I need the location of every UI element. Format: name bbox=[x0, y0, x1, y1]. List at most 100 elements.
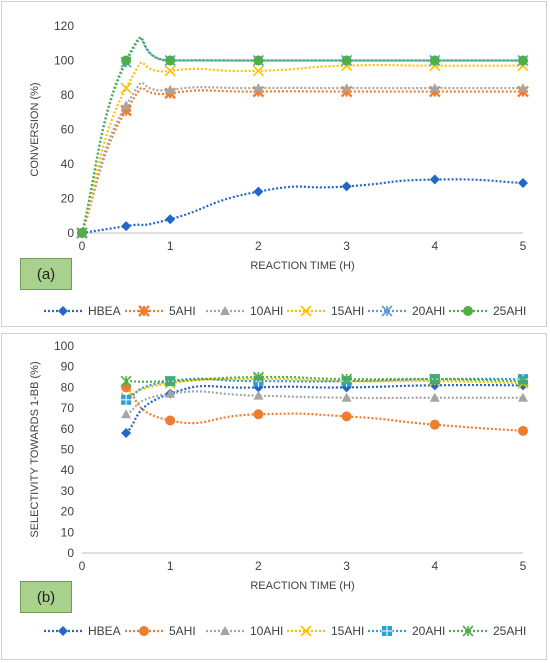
y-tick-label: 60 bbox=[61, 422, 75, 436]
data-point bbox=[517, 375, 529, 387]
data-point bbox=[518, 392, 528, 402]
y-tick-label: 30 bbox=[61, 484, 75, 498]
data-point bbox=[121, 100, 132, 110]
legend-item-25ahi: 25AHI bbox=[449, 304, 526, 318]
legend-label: 10AHI bbox=[250, 304, 283, 318]
legend-item-hbea: HBEA bbox=[44, 304, 121, 318]
x-tick-label: 2 bbox=[255, 559, 262, 573]
y-tick-label: 40 bbox=[61, 157, 75, 171]
data-point bbox=[253, 186, 264, 197]
data-point bbox=[253, 409, 264, 420]
legend-label: 15AHI bbox=[331, 624, 364, 638]
legend-item-20ahi: 20AHI bbox=[368, 624, 445, 638]
y-tick-label: 40 bbox=[61, 463, 75, 477]
data-point bbox=[164, 65, 176, 77]
legend-marker bbox=[300, 625, 312, 637]
legend-marker bbox=[220, 306, 230, 315]
y-tick-label: 120 bbox=[54, 19, 74, 33]
data-point bbox=[429, 392, 440, 402]
chart-panel-a: 0 20 40 60 80 100 120 0 1 2 3 4 5 REACTION TIME (H) CO… bbox=[1, 1, 547, 327]
data-point bbox=[429, 419, 440, 430]
legend-label: 5AHI bbox=[169, 624, 196, 638]
y-tick-label: 20 bbox=[61, 505, 75, 519]
legend-marker bbox=[463, 306, 473, 316]
series-25ahi bbox=[120, 371, 529, 387]
legend: HBEA 5AHI 10AHI 15AHI 20AHI 25AHI bbox=[44, 304, 526, 318]
legend-label: 20AHI bbox=[412, 624, 445, 638]
data-point bbox=[165, 84, 176, 94]
legend-item-25ahi: 25AHI bbox=[449, 624, 526, 638]
data-point bbox=[77, 228, 87, 238]
legend-label: HBEA bbox=[88, 304, 121, 318]
data-point bbox=[341, 83, 352, 93]
legend-label: 10AHI bbox=[250, 624, 283, 638]
y-tick-label: 80 bbox=[61, 88, 75, 102]
x-tick-label: 1 bbox=[167, 239, 174, 253]
data-point bbox=[429, 373, 441, 385]
data-point bbox=[120, 375, 132, 387]
series-25ahi bbox=[77, 36, 528, 238]
series-5ahi bbox=[121, 382, 528, 436]
data-point bbox=[120, 393, 133, 406]
y-tick-label: 10 bbox=[61, 525, 75, 539]
legend-item-5ahi: 5AHI bbox=[125, 304, 196, 318]
data-point bbox=[253, 55, 264, 66]
legend-item-15ahi: 15AHI bbox=[287, 624, 364, 638]
legend-marker bbox=[381, 305, 393, 317]
data-point bbox=[121, 221, 132, 232]
data-point bbox=[121, 409, 132, 419]
y-tick-label: 50 bbox=[61, 443, 75, 457]
y-tick-label: 80 bbox=[61, 380, 75, 394]
series-line bbox=[80, 37, 523, 234]
data-point bbox=[165, 415, 176, 426]
legend-label: HBEA bbox=[88, 624, 121, 638]
series-line bbox=[80, 36, 523, 234]
series-line bbox=[80, 86, 523, 234]
legend-marker bbox=[138, 305, 150, 317]
series-line bbox=[125, 390, 523, 416]
data-point bbox=[518, 177, 528, 188]
x-tick-label: 4 bbox=[431, 559, 438, 573]
y-tick-label: 90 bbox=[61, 360, 75, 374]
x-axis-title: REACTION TIME (H) bbox=[250, 580, 354, 592]
legend-marker bbox=[58, 626, 68, 636]
x-tick-label: 4 bbox=[431, 239, 438, 253]
legend-item-5ahi: 5AHI bbox=[125, 624, 196, 638]
chart-panel-b: 0 10 20 30 40 50 60 70 80 90 100 0 1 2 3 4 5 REACTION TIM… bbox=[1, 333, 547, 660]
data-point bbox=[429, 174, 440, 185]
data-point bbox=[341, 181, 352, 192]
x-axis-title: REACTION TIME (H) bbox=[250, 260, 354, 272]
legend-item-10ahi: 10AHI bbox=[206, 624, 283, 638]
legend-item-hbea: HBEA bbox=[44, 624, 121, 638]
legend-marker bbox=[220, 626, 230, 635]
data-point bbox=[429, 55, 440, 66]
y-axis-title: CONVERSION (%) bbox=[29, 82, 41, 176]
data-point bbox=[341, 382, 352, 393]
y-tick-label: 0 bbox=[67, 226, 74, 240]
data-point bbox=[121, 55, 132, 66]
legend-marker bbox=[462, 625, 474, 637]
data-point bbox=[121, 382, 132, 393]
x-tick-label: 2 bbox=[255, 239, 262, 253]
legend-marker bbox=[139, 626, 149, 636]
y-tick-label: 0 bbox=[67, 546, 74, 560]
data-point bbox=[253, 382, 264, 393]
legend-label: 15AHI bbox=[331, 304, 364, 318]
x-tick-label: 3 bbox=[343, 239, 350, 253]
x-tick-label: 0 bbox=[79, 239, 86, 253]
panel-label-b: (b) bbox=[20, 581, 72, 613]
data-point bbox=[341, 373, 353, 385]
series-5ahi bbox=[76, 85, 529, 239]
legend-item-20ahi: 20AHI bbox=[368, 304, 445, 318]
legend-label: 5AHI bbox=[169, 304, 196, 318]
data-point bbox=[341, 411, 352, 422]
legend-label: 25AHI bbox=[493, 624, 526, 638]
data-point bbox=[165, 55, 176, 66]
selectivity-chart: 0 10 20 30 40 50 60 70 80 90 100 0 1 2 3 4 5 REACTION TIM… bbox=[29, 339, 529, 638]
series-line bbox=[125, 386, 524, 432]
series-10ahi bbox=[77, 81, 528, 237]
data-point bbox=[518, 83, 528, 93]
data-point bbox=[252, 65, 264, 77]
y-tick-label: 20 bbox=[61, 192, 75, 206]
data-point bbox=[121, 427, 132, 438]
